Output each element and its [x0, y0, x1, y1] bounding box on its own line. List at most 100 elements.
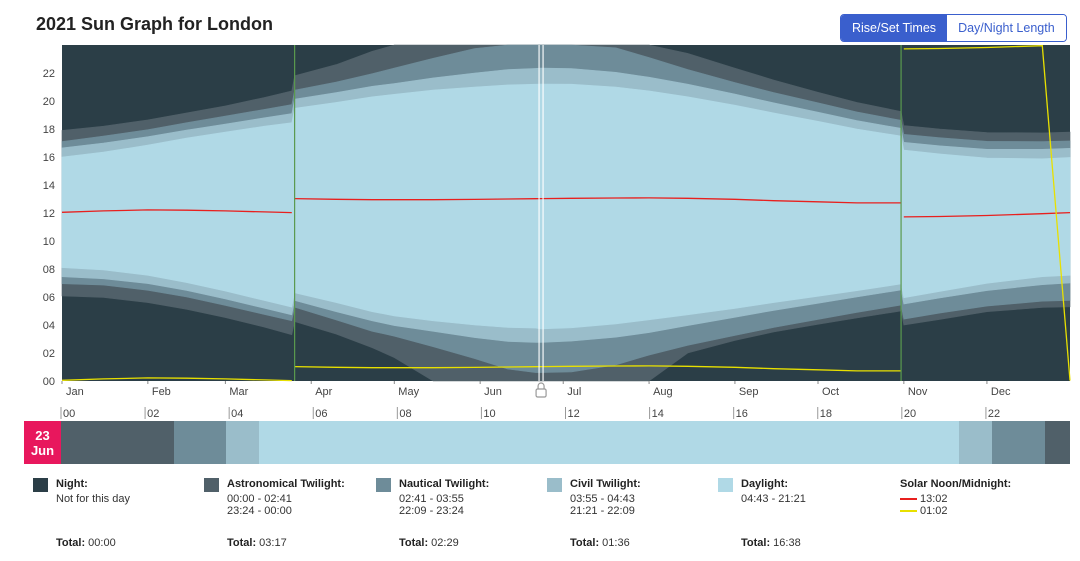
y-tick-label: 14: [43, 180, 55, 192]
legend-line-swatch: [900, 498, 917, 500]
month-tick-label: Sep: [739, 386, 759, 398]
hour-tick-label: 20: [904, 408, 916, 420]
y-tick-label: 12: [43, 208, 55, 220]
hour-tick-label: 00: [63, 408, 75, 420]
legend-title: Daylight:: [741, 478, 789, 490]
view-toggle: Rise/Set Times Day/Night Length: [840, 14, 1067, 42]
legend-swatch: [376, 478, 391, 492]
selected-date-day: 23: [35, 427, 50, 443]
hour-tick-label: 04: [231, 408, 243, 420]
legend-time-range: Not for this day: [56, 493, 130, 505]
month-tick-label: Apr: [315, 386, 332, 398]
selected-date-month: Jun: [30, 442, 55, 458]
total-value: 02:29: [428, 537, 459, 549]
total-night: Total: 00:00: [56, 537, 116, 549]
legend-solar-midnight-time: 01:02: [920, 505, 948, 517]
y-tick-label: 04: [43, 320, 55, 332]
legend-swatch: [547, 478, 562, 492]
solar-midnight-line: [61, 45, 1071, 382]
hour-tick-label: 02: [147, 408, 159, 420]
total-value: 16:38: [770, 537, 801, 549]
y-tick-label: 06: [43, 292, 55, 304]
y-tick-label: 08: [43, 264, 55, 276]
total-value: 00:00: [85, 537, 116, 549]
lock-icon: [535, 388, 547, 398]
hour-tick-label: 18: [820, 408, 832, 420]
day-segment-civil: [225, 421, 260, 464]
legend-title: Night:: [56, 478, 88, 490]
page-title: 2021 Sun Graph for London: [36, 14, 274, 34]
day-segment-nautical: [173, 421, 227, 464]
legend-swatch: [33, 478, 48, 492]
legend-solar-noon: 13:02: [900, 493, 1011, 505]
legend-time-range: 21:21 - 22:09: [570, 505, 635, 517]
daylight-band: [61, 83, 1071, 330]
total-label: Total:: [399, 537, 429, 549]
y-tick-label: 22: [43, 68, 55, 80]
day-segment-astronomical: [61, 421, 175, 464]
month-tick-label: Jun: [484, 386, 502, 398]
legend-body: Daylight: 04:43 - 21:21: [741, 478, 891, 505]
legend-time-range: 02:41 - 03:55: [399, 493, 464, 505]
sun-graph-chart[interactable]: 00 02 04 06 08 10 12 14 16 18 20 22 Jan Feb Mar Apr May J…: [0, 0, 1080, 420]
total-value: 01:36: [599, 537, 630, 549]
hour-tick-label: 10: [483, 408, 495, 420]
month-tick-label: Jan: [66, 386, 84, 398]
legend-time-range: 22:09 - 23:24: [399, 505, 464, 517]
legend-swatch: [204, 478, 219, 492]
legend-title: Solar Noon/Midnight:: [900, 478, 1012, 490]
month-tick-label: Dec: [991, 386, 1011, 398]
legend-time-range: 00:00 - 02:41: [227, 493, 292, 505]
total-daylight: Total: 16:38: [741, 537, 801, 549]
day-segments: [61, 421, 1071, 464]
total-astronomical: Total: 03:17: [227, 537, 287, 549]
selected-date-badge: 23 Jun: [24, 421, 61, 464]
legend-time-range: 23:24 - 00:00: [227, 505, 292, 517]
hour-tick-label: 06: [315, 408, 327, 420]
day-timeline-bar: 23 Jun: [24, 421, 1071, 464]
day-segment-nautical: [992, 421, 1046, 464]
legend-body: Night: Not for this day: [56, 478, 206, 505]
lock-shackle-icon: [537, 382, 545, 389]
legend-swatch: [718, 478, 733, 492]
legend-title: Astronomical Twilight:: [227, 478, 345, 490]
legend-body: Astronomical Twilight: 00:00 - 02:41 23:24…: [227, 478, 377, 517]
legend-solar-noon-midnight: Solar Noon/Midnight: 13:02 01:02: [900, 478, 1011, 517]
total-label: Total:: [227, 537, 257, 549]
y-tick-label: 16: [43, 152, 55, 164]
legend-body: Nautical Twilight: 02:41 - 03:55 22:09 - 2…: [399, 478, 549, 517]
month-tick-label: Feb: [152, 386, 171, 398]
legend-solar-noon-time: 13:02: [920, 493, 948, 505]
hour-tick-label: 14: [652, 408, 664, 420]
month-tick-label: Nov: [908, 386, 928, 398]
hour-tick-label: 08: [399, 408, 411, 420]
hour-tick-label: 16: [736, 408, 748, 420]
legend-time-range: 04:43 - 21:21: [741, 493, 806, 505]
day-segment-civil: [958, 421, 993, 464]
solar-noon-line: [61, 197, 1071, 218]
month-tick-label: Aug: [653, 386, 673, 398]
day-segment-daylight: [259, 421, 960, 464]
month-tick-label: Jul: [567, 386, 581, 398]
hour-tick-label: 22: [988, 408, 1000, 420]
y-tick-label: 20: [43, 96, 55, 108]
total-civil: Total: 01:36: [570, 537, 630, 549]
y-tick-label: 18: [43, 124, 55, 136]
total-label: Total:: [741, 537, 771, 549]
legend-title: Civil Twilight:: [570, 478, 641, 490]
month-tick-label: May: [398, 386, 419, 398]
legend-solar-midnight: 01:02: [900, 505, 1011, 517]
day-night-length-button[interactable]: Day/Night Length: [947, 15, 1066, 41]
rise-set-times-button[interactable]: Rise/Set Times: [841, 15, 948, 41]
y-tick-label: 00: [43, 376, 55, 388]
month-tick-label: Mar: [229, 386, 248, 398]
hour-tick-label: 12: [568, 408, 580, 420]
legend-time-range: 03:55 - 04:43: [570, 493, 635, 505]
total-nautical: Total: 02:29: [399, 537, 459, 549]
legend-line-swatch: [900, 510, 917, 512]
legend-title: Nautical Twilight:: [399, 478, 490, 490]
day-segment-astronomical: [1044, 421, 1071, 464]
legend-body: Civil Twilight: 03:55 - 04:43 21:21 - 22:0…: [570, 478, 720, 517]
month-tick-label: Oct: [822, 386, 839, 398]
y-tick-label: 02: [43, 348, 55, 360]
